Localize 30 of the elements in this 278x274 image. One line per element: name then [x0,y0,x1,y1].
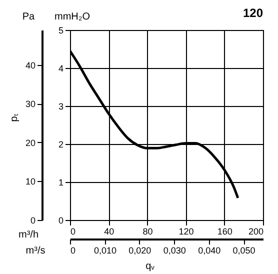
x-tick-label: 40 [104,226,114,236]
text: qᵥ [146,261,156,272]
y-tick-label: 5 [58,26,64,36]
y-tick-label: 0 [58,216,64,226]
y2-tick-label: 30 [25,99,36,110]
x-tick-label: 120 [178,226,194,236]
x2-tick-label: 0 [70,246,76,256]
x-tick-label: 0 [70,226,76,236]
x-tick-label: 80 [142,226,153,236]
y-axis-title: mmH₂O [54,12,90,22]
y2-tick-label: 40 [25,60,36,70]
x-tick-label: 160 [217,226,232,236]
y-tick-label: 3 [58,102,64,112]
y-tick-label: 2 [58,140,64,150]
x2-tick-label: 0,030 [163,246,186,256]
x2-tick-label: 0,040 [198,246,221,256]
x2-tick-label: 0,010 [94,246,116,256]
y2-tick-label: 0 [30,216,36,226]
y-tick-label: 1 [58,178,64,188]
x-axis-title: m³/h [18,230,38,240]
x2-tick-label: 0,050 [232,246,256,256]
x2-tick-label: 0,020 [128,246,152,256]
y2-tick-label: 20 [25,138,36,148]
chart-title: 120 [242,6,264,20]
x-tick-label: 200 [248,226,264,236]
y-tick-label: 4 [58,64,64,74]
x2-axis-title: m³/s [26,246,46,256]
text: pₜ [9,113,20,122]
y2-axis-title: Pa [22,12,36,22]
y2-tick-label: 10 [25,176,36,187]
